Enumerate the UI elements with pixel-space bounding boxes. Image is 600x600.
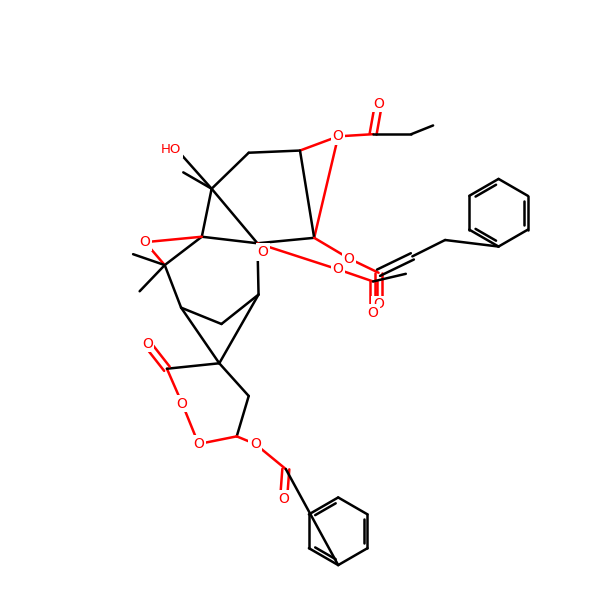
Text: O: O xyxy=(250,437,261,451)
Text: O: O xyxy=(142,337,153,350)
Text: O: O xyxy=(373,97,384,110)
Text: O: O xyxy=(373,298,384,311)
Text: O: O xyxy=(140,235,151,249)
Text: O: O xyxy=(333,262,344,277)
Text: O: O xyxy=(333,130,344,143)
Text: HO: HO xyxy=(161,143,181,156)
Text: O: O xyxy=(368,306,379,320)
Text: O: O xyxy=(257,245,268,259)
Text: O: O xyxy=(193,437,204,451)
Text: O: O xyxy=(278,491,289,506)
Text: O: O xyxy=(177,397,188,410)
Text: O: O xyxy=(344,251,355,266)
